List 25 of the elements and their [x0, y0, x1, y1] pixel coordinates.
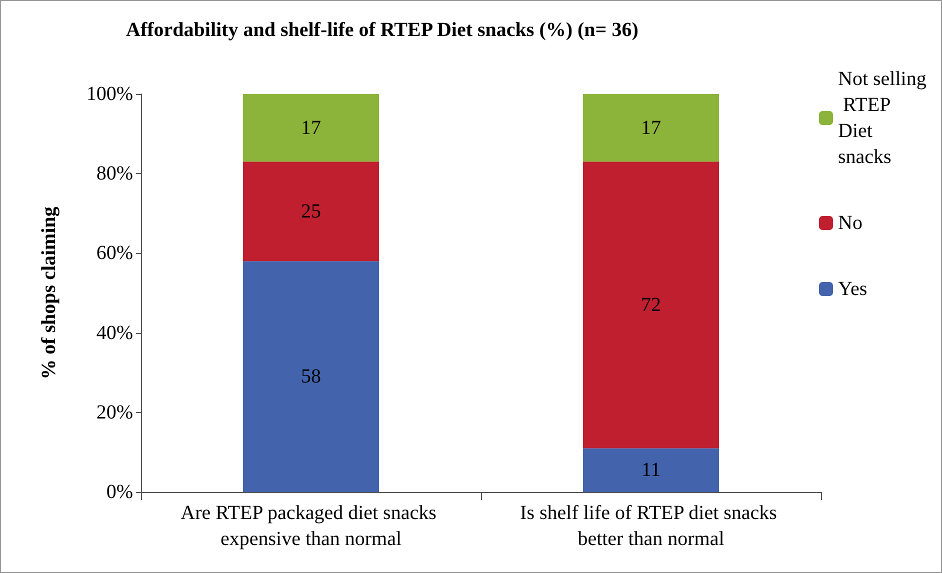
data-label: 25	[301, 200, 321, 222]
bar	[583, 448, 719, 492]
legend-label: No	[838, 212, 862, 234]
chart-title: Affordability and shelf-life of RTEP Diet snacks (%) (n= 36)	[126, 19, 638, 41]
y-axis-title: % of shops claiming	[38, 206, 60, 380]
bar	[583, 162, 719, 448]
x-tick-label: Are RTEP packaged diet snacks expensive than normal	[180, 502, 442, 550]
legend-label: Yes	[838, 278, 868, 300]
y-tick-label: 20%	[96, 401, 133, 424]
y-tick-label: 0%	[106, 481, 133, 503]
legend-label: Not selling RTEP Diet snacks	[838, 68, 926, 168]
bar	[243, 261, 379, 492]
bar	[583, 94, 719, 162]
bar	[243, 162, 379, 262]
data-label: 11	[641, 459, 661, 482]
data-label: 72	[641, 294, 661, 316]
y-tick-label: 80%	[96, 162, 133, 185]
y-tick-label: 60%	[96, 242, 133, 264]
y-tick-label: 100%	[86, 83, 133, 105]
data-label: 17	[641, 116, 661, 139]
x-tick-label: Is shelf life of RTEP diet snacks better than normal	[520, 502, 782, 550]
y-tick-label: 40%	[96, 322, 133, 344]
data-label: 58	[301, 366, 321, 388]
data-label: 17	[301, 116, 321, 139]
bar	[243, 94, 379, 162]
